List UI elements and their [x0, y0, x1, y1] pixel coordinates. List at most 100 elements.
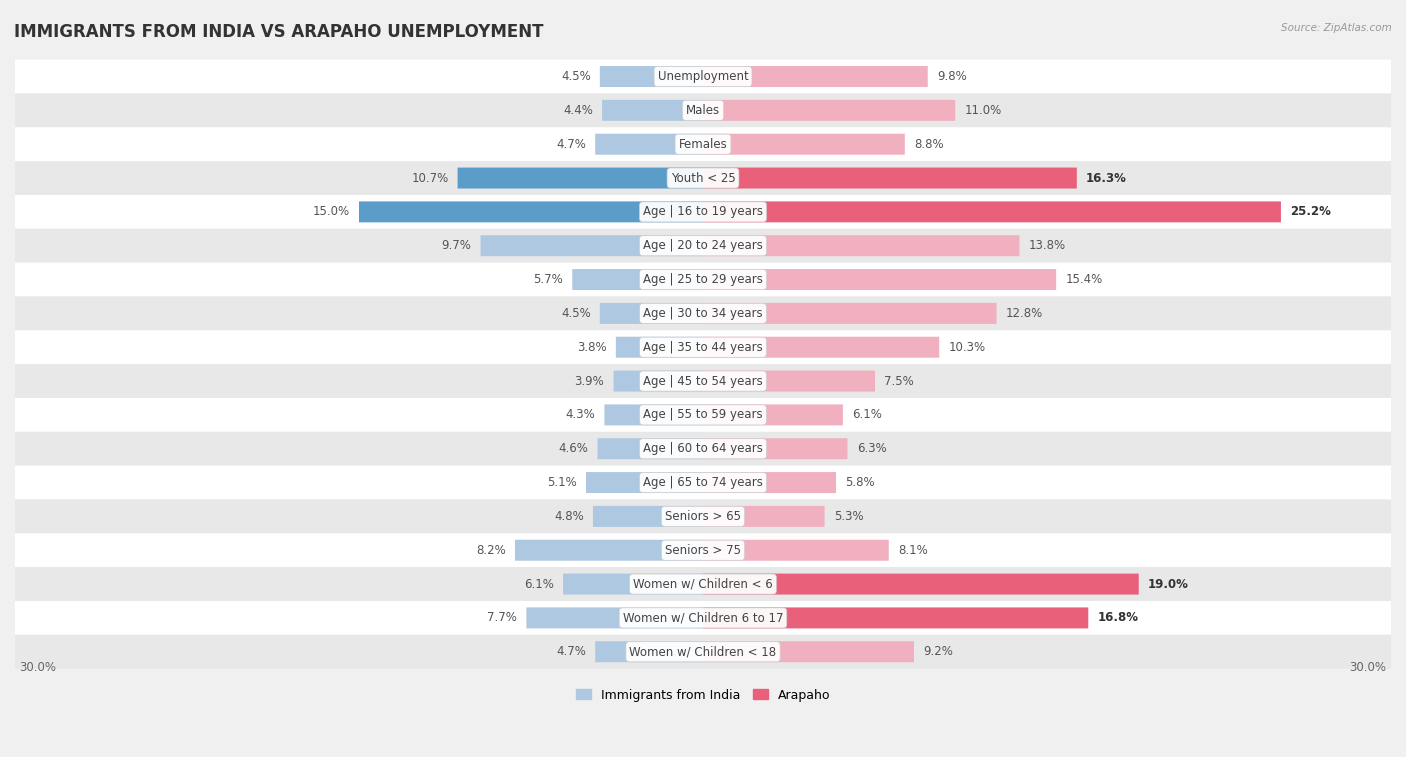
- FancyBboxPatch shape: [15, 635, 1391, 668]
- FancyBboxPatch shape: [703, 540, 889, 561]
- Text: 9.8%: 9.8%: [936, 70, 967, 83]
- FancyBboxPatch shape: [703, 404, 842, 425]
- FancyBboxPatch shape: [15, 263, 1391, 297]
- Text: 3.9%: 3.9%: [575, 375, 605, 388]
- FancyBboxPatch shape: [703, 438, 848, 459]
- Text: 4.6%: 4.6%: [558, 442, 588, 455]
- FancyBboxPatch shape: [359, 201, 703, 223]
- FancyBboxPatch shape: [703, 167, 1077, 188]
- FancyBboxPatch shape: [600, 66, 703, 87]
- Text: 5.8%: 5.8%: [845, 476, 875, 489]
- FancyBboxPatch shape: [15, 364, 1391, 398]
- FancyBboxPatch shape: [703, 574, 1139, 594]
- FancyBboxPatch shape: [15, 60, 1391, 93]
- Text: 5.7%: 5.7%: [533, 273, 564, 286]
- FancyBboxPatch shape: [15, 195, 1391, 229]
- FancyBboxPatch shape: [703, 66, 928, 87]
- FancyBboxPatch shape: [15, 534, 1391, 567]
- Text: 13.8%: 13.8%: [1029, 239, 1066, 252]
- Text: 6.3%: 6.3%: [856, 442, 886, 455]
- Text: 4.7%: 4.7%: [557, 645, 586, 659]
- Text: Age | 30 to 34 years: Age | 30 to 34 years: [643, 307, 763, 320]
- Text: 5.1%: 5.1%: [547, 476, 576, 489]
- FancyBboxPatch shape: [703, 641, 914, 662]
- Text: 4.8%: 4.8%: [554, 510, 583, 523]
- Text: 7.5%: 7.5%: [884, 375, 914, 388]
- Legend: Immigrants from India, Arapaho: Immigrants from India, Arapaho: [571, 684, 835, 706]
- Text: Age | 35 to 44 years: Age | 35 to 44 years: [643, 341, 763, 354]
- Text: 6.1%: 6.1%: [852, 408, 882, 422]
- FancyBboxPatch shape: [703, 201, 1281, 223]
- Text: Seniors > 65: Seniors > 65: [665, 510, 741, 523]
- Text: Source: ZipAtlas.com: Source: ZipAtlas.com: [1281, 23, 1392, 33]
- Text: 7.7%: 7.7%: [488, 612, 517, 625]
- FancyBboxPatch shape: [703, 269, 1056, 290]
- FancyBboxPatch shape: [593, 506, 703, 527]
- Text: 4.4%: 4.4%: [562, 104, 593, 117]
- FancyBboxPatch shape: [703, 472, 837, 493]
- Text: 5.3%: 5.3%: [834, 510, 863, 523]
- FancyBboxPatch shape: [15, 161, 1391, 195]
- FancyBboxPatch shape: [703, 506, 824, 527]
- Text: Age | 20 to 24 years: Age | 20 to 24 years: [643, 239, 763, 252]
- FancyBboxPatch shape: [703, 371, 875, 391]
- Text: 8.2%: 8.2%: [477, 544, 506, 556]
- FancyBboxPatch shape: [605, 404, 703, 425]
- FancyBboxPatch shape: [15, 398, 1391, 431]
- Text: Age | 16 to 19 years: Age | 16 to 19 years: [643, 205, 763, 218]
- Text: Women w/ Children 6 to 17: Women w/ Children 6 to 17: [623, 612, 783, 625]
- Text: 30.0%: 30.0%: [1350, 661, 1386, 674]
- Text: Age | 60 to 64 years: Age | 60 to 64 years: [643, 442, 763, 455]
- FancyBboxPatch shape: [602, 100, 703, 121]
- Text: 25.2%: 25.2%: [1291, 205, 1331, 218]
- Text: 10.3%: 10.3%: [949, 341, 986, 354]
- FancyBboxPatch shape: [586, 472, 703, 493]
- FancyBboxPatch shape: [15, 93, 1391, 127]
- FancyBboxPatch shape: [15, 330, 1391, 364]
- FancyBboxPatch shape: [703, 607, 1088, 628]
- FancyBboxPatch shape: [15, 601, 1391, 635]
- Text: Males: Males: [686, 104, 720, 117]
- Text: 11.0%: 11.0%: [965, 104, 1001, 117]
- FancyBboxPatch shape: [703, 303, 997, 324]
- Text: 3.8%: 3.8%: [576, 341, 606, 354]
- FancyBboxPatch shape: [616, 337, 703, 358]
- FancyBboxPatch shape: [600, 303, 703, 324]
- Text: Age | 45 to 54 years: Age | 45 to 54 years: [643, 375, 763, 388]
- Text: Women w/ Children < 6: Women w/ Children < 6: [633, 578, 773, 590]
- FancyBboxPatch shape: [613, 371, 703, 391]
- Text: 6.1%: 6.1%: [524, 578, 554, 590]
- FancyBboxPatch shape: [703, 235, 1019, 256]
- FancyBboxPatch shape: [703, 100, 955, 121]
- Text: 15.4%: 15.4%: [1066, 273, 1102, 286]
- Text: Age | 65 to 74 years: Age | 65 to 74 years: [643, 476, 763, 489]
- Text: Unemployment: Unemployment: [658, 70, 748, 83]
- FancyBboxPatch shape: [15, 431, 1391, 466]
- Text: 8.1%: 8.1%: [898, 544, 928, 556]
- Text: 16.3%: 16.3%: [1085, 172, 1126, 185]
- FancyBboxPatch shape: [572, 269, 703, 290]
- FancyBboxPatch shape: [15, 127, 1391, 161]
- Text: Youth < 25: Youth < 25: [671, 172, 735, 185]
- Text: 15.0%: 15.0%: [312, 205, 350, 218]
- Text: Females: Females: [679, 138, 727, 151]
- Text: Seniors > 75: Seniors > 75: [665, 544, 741, 556]
- Text: IMMIGRANTS FROM INDIA VS ARAPAHO UNEMPLOYMENT: IMMIGRANTS FROM INDIA VS ARAPAHO UNEMPLO…: [14, 23, 544, 41]
- Text: 8.8%: 8.8%: [914, 138, 943, 151]
- FancyBboxPatch shape: [15, 567, 1391, 601]
- Text: 10.7%: 10.7%: [411, 172, 449, 185]
- FancyBboxPatch shape: [515, 540, 703, 561]
- FancyBboxPatch shape: [15, 500, 1391, 534]
- FancyBboxPatch shape: [15, 229, 1391, 263]
- FancyBboxPatch shape: [526, 607, 703, 628]
- Text: Age | 55 to 59 years: Age | 55 to 59 years: [643, 408, 763, 422]
- Text: 4.7%: 4.7%: [557, 138, 586, 151]
- Text: 30.0%: 30.0%: [20, 661, 56, 674]
- FancyBboxPatch shape: [598, 438, 703, 459]
- FancyBboxPatch shape: [15, 297, 1391, 330]
- Text: 9.7%: 9.7%: [441, 239, 471, 252]
- FancyBboxPatch shape: [703, 337, 939, 358]
- FancyBboxPatch shape: [703, 134, 905, 154]
- FancyBboxPatch shape: [15, 466, 1391, 500]
- Text: 12.8%: 12.8%: [1005, 307, 1043, 320]
